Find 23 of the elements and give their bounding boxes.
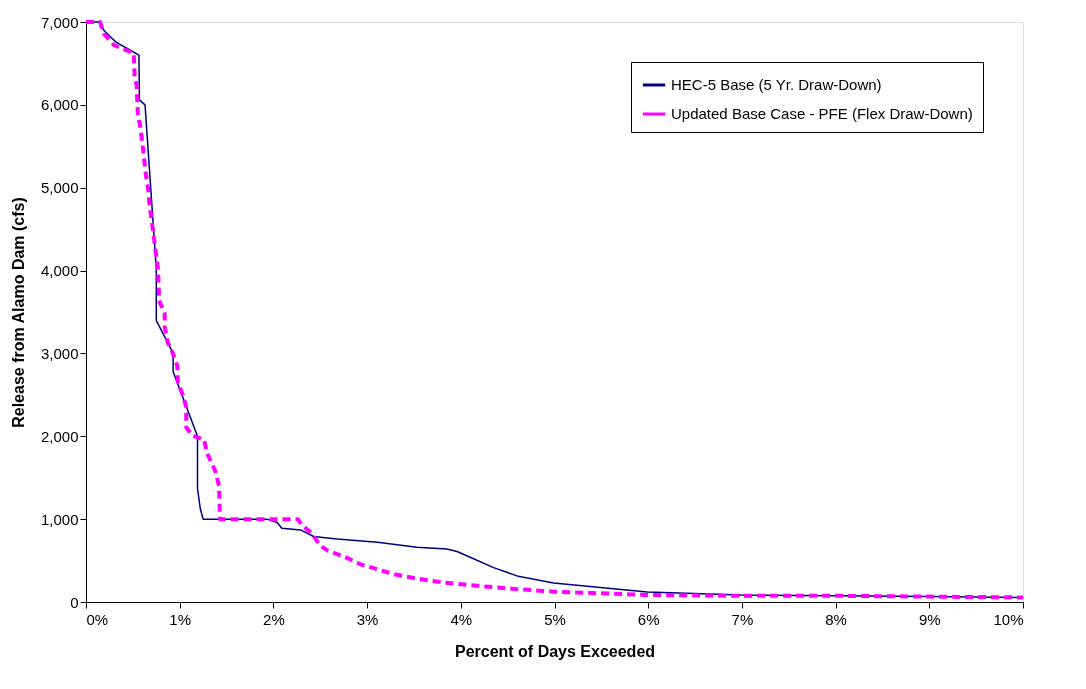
legend-label: Updated Base Case - PFE (Flex Draw-Down) — [671, 105, 973, 122]
y-tick-label: 1,000 — [40, 510, 79, 528]
x-tick-label: 0% — [86, 610, 109, 628]
x-tick-label: 7% — [731, 610, 754, 628]
y-tick-label: 3,000 — [40, 344, 79, 362]
x-tick-label: 2% — [263, 610, 285, 628]
x-tick-label: 9% — [918, 610, 941, 628]
x-tick-label: 3% — [356, 610, 379, 628]
x-tick-label: 1% — [169, 610, 192, 628]
x-axis-title: Percent of Days Exceeded — [454, 642, 656, 660]
y-tick-label: 7,000 — [40, 13, 79, 31]
y-axis-title: Release from Alamo Dam (cfs) — [9, 197, 27, 428]
y-tick-label: 2,000 — [40, 427, 79, 445]
x-tick-label: 6% — [637, 610, 660, 628]
y-tick-label: 6,000 — [40, 96, 79, 114]
x-tick-label: 5% — [544, 610, 566, 628]
x-tick-label: 10% — [993, 610, 1024, 628]
legend-label: HEC-5 Base (5 Yr. Draw-Down) — [671, 76, 882, 93]
y-tick-label: 5,000 — [40, 179, 79, 197]
x-tick-label: 8% — [825, 610, 847, 628]
x-tick-label: 4% — [450, 610, 473, 628]
y-tick-label: 4,000 — [40, 262, 79, 280]
y-tick-label: 0 — [70, 593, 79, 611]
